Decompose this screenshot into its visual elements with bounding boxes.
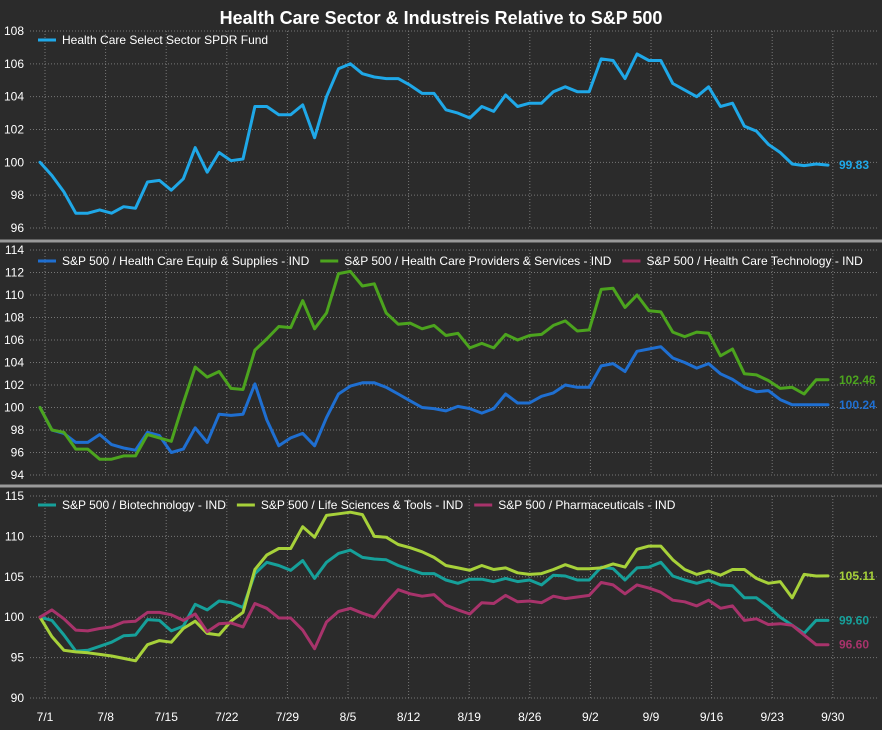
y-tick-label: 102 [4, 123, 24, 137]
y-tick-label: 106 [4, 333, 24, 347]
legend-entry: S&P 500 / Health Care Equip & Supplies -… [62, 254, 310, 268]
x-tick-label: 9/30 [821, 710, 845, 724]
legend-entry: S&P 500 / Biotechnology - IND [62, 498, 226, 512]
y-tick-label: 104 [4, 356, 24, 370]
y-tick-label: 100 [4, 401, 24, 415]
y-tick-label: 114 [5, 243, 24, 257]
x-tick-label: 9/16 [700, 710, 724, 724]
y-tick-label: 98 [11, 423, 25, 437]
y-tick-label: 108 [4, 24, 24, 38]
series-end-value: 100.24 [839, 398, 876, 412]
y-tick-label: 90 [11, 691, 25, 705]
series-line [38, 345, 830, 454]
x-tick-label: 7/15 [155, 710, 179, 724]
x-tick-label: 9/9 [643, 710, 660, 724]
y-tick-label: 105 [4, 570, 24, 584]
panel-middle: 94 96 98 100 102 104 106 108 110 112 114 100.24 102.… [4, 243, 877, 482]
y-tick-label: 96 [11, 221, 25, 235]
series-line [38, 581, 830, 651]
x-tick-label: 7/22 [215, 710, 239, 724]
panel-separator [0, 484, 882, 488]
x-tick-label: 8/12 [397, 710, 421, 724]
series-line [38, 269, 830, 461]
series-end-value: 105.11 [839, 569, 875, 583]
x-tick-label: 8/5 [340, 710, 357, 724]
x-tick-label: 7/29 [276, 710, 300, 724]
chart-title: Health Care Sector & Industreis Relative… [220, 8, 663, 28]
series-line [38, 52, 830, 215]
series-end-value: 96.60 [839, 638, 869, 652]
y-tick-label: 115 [5, 489, 24, 503]
panel-separator [0, 239, 882, 243]
y-tick-label: 100 [4, 610, 24, 624]
panel-bottom: 90 95 100 105 110 115 99.60 105.11 96.60 S&P 500 … [4, 489, 877, 724]
y-tick-label: 100 [4, 155, 24, 169]
y-tick-label: 110 [5, 529, 24, 543]
y-tick-label: 94 [11, 468, 25, 482]
x-tick-label: 7/1 [37, 710, 54, 724]
legend-entry: S&P 500 / Pharmaceuticals - IND [498, 498, 676, 512]
series-end-value: 102.46 [839, 373, 876, 387]
series-line [38, 510, 830, 663]
y-tick-label: 102 [4, 378, 24, 392]
y-tick-label: 95 [11, 651, 25, 665]
series-line [38, 548, 830, 653]
x-tick-label: 9/23 [761, 710, 785, 724]
legend-entry: S&P 500 / Health Care Providers & Servic… [344, 254, 612, 268]
y-tick-label: 106 [4, 57, 24, 71]
y-tick-label: 110 [5, 288, 24, 302]
x-tick-label: 9/2 [582, 710, 599, 724]
panel-top: 96 98 100 102 104 106 108 99.83 Health Care Sele… [4, 24, 877, 235]
series-end-value: 99.83 [839, 158, 869, 172]
x-tick-label: 7/8 [97, 710, 114, 724]
legend-entry: Health Care Select Sector SPDR Fund [62, 33, 268, 47]
y-tick-label: 98 [11, 188, 25, 202]
x-tick-label: 8/19 [458, 710, 482, 724]
y-tick-label: 104 [4, 90, 24, 104]
series-end-value: 99.60 [839, 613, 869, 627]
legend-entry: S&P 500 / Life Sciences & Tools - IND [261, 498, 464, 512]
x-tick-label: 8/26 [518, 710, 542, 724]
legend-entry: S&P 500 / Health Care Technology - IND [646, 254, 863, 268]
y-tick-label: 96 [11, 446, 25, 460]
y-tick-label: 112 [5, 266, 24, 280]
y-tick-label: 108 [4, 311, 24, 325]
